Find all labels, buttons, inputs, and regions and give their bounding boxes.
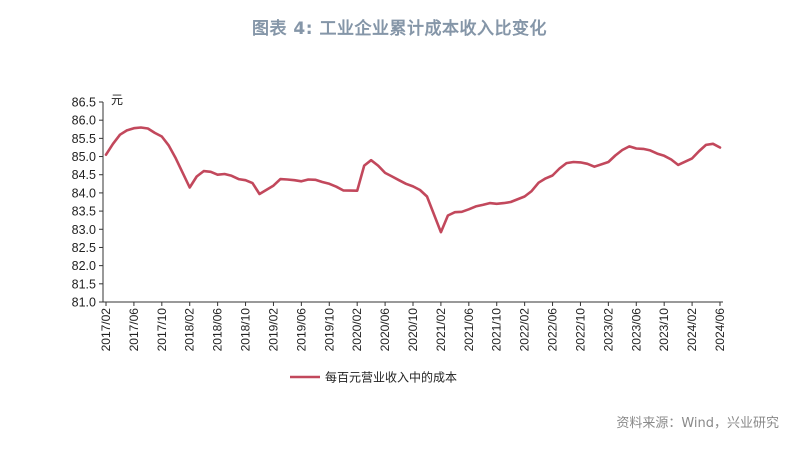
series-line xyxy=(104,126,722,234)
chart-title: 图表 4: 工业企业累计成本收入比变化 xyxy=(252,19,547,39)
y-axis-unit-label: 元 xyxy=(111,93,123,107)
y-tick-label: 81.0 xyxy=(72,296,96,310)
x-tick-label: 2020/02 xyxy=(350,308,364,352)
y-tick-label: 85.0 xyxy=(72,150,96,164)
x-tick-label: 2023/06 xyxy=(629,308,643,352)
y-tick-label: 84.5 xyxy=(72,168,96,182)
y-tick-label: 86.5 xyxy=(72,96,96,110)
x-tick-label: 2022/10 xyxy=(573,308,587,352)
x-tick-label: 2018/06 xyxy=(211,308,225,352)
x-tick-label: 2019/10 xyxy=(322,308,336,352)
y-tick-label: 86.0 xyxy=(72,114,96,128)
source-note: 资料来源：Wind，兴业研究 xyxy=(616,416,779,431)
x-tick-label: 2018/02 xyxy=(183,308,197,352)
x-tick-label: 2021/10 xyxy=(490,308,504,352)
x-tick-label: 2022/02 xyxy=(518,308,532,352)
x-tick-label: 2021/06 xyxy=(462,308,476,352)
x-tick-label: 2022/06 xyxy=(546,308,560,352)
y-tick-label: 81.5 xyxy=(72,277,96,291)
series-group xyxy=(104,126,722,234)
x-tick-label: 2018/10 xyxy=(239,308,253,352)
legend-label: 每百元营业收入中的成本 xyxy=(325,370,457,385)
x-tick-label: 2023/02 xyxy=(601,308,615,352)
x-tick-label: 2024/02 xyxy=(685,308,699,352)
legend: 每百元营业收入中的成本 xyxy=(290,370,457,385)
x-tick-label: 2024/06 xyxy=(713,308,727,352)
x-tick-label: 2023/10 xyxy=(657,308,671,352)
y-axis-ticks: 81.0 81.5 82.0 82.5 83.0 83.5 84.0 84.5 85.0 85.5… xyxy=(72,96,103,310)
x-tick-label: 2020/06 xyxy=(378,308,392,352)
x-axis-ticks: 2017/02 2017/06 2017/10 2018/02 2018/06 2018/… xyxy=(99,302,727,351)
x-tick-label: 2021/02 xyxy=(434,308,448,352)
x-tick-label: 2017/10 xyxy=(155,308,169,352)
x-tick-label: 2019/02 xyxy=(266,308,280,352)
x-tick-label: 2017/06 xyxy=(127,308,141,352)
y-tick-label: 85.5 xyxy=(72,132,96,146)
y-tick-label: 84.0 xyxy=(72,186,96,200)
y-tick-label: 82.5 xyxy=(72,241,96,255)
y-tick-label: 83.5 xyxy=(72,205,96,219)
y-tick-label: 83.0 xyxy=(72,223,96,237)
axes xyxy=(102,102,723,303)
x-tick-label: 2017/02 xyxy=(99,308,113,352)
x-tick-label: 2020/10 xyxy=(406,308,420,352)
x-tick-label: 2019/06 xyxy=(294,308,308,352)
y-tick-label: 82.0 xyxy=(72,259,96,273)
